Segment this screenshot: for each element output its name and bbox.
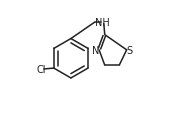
Text: N: N — [92, 45, 100, 55]
Text: Cl: Cl — [37, 64, 46, 74]
Text: NH: NH — [95, 18, 110, 28]
Text: S: S — [127, 45, 133, 55]
